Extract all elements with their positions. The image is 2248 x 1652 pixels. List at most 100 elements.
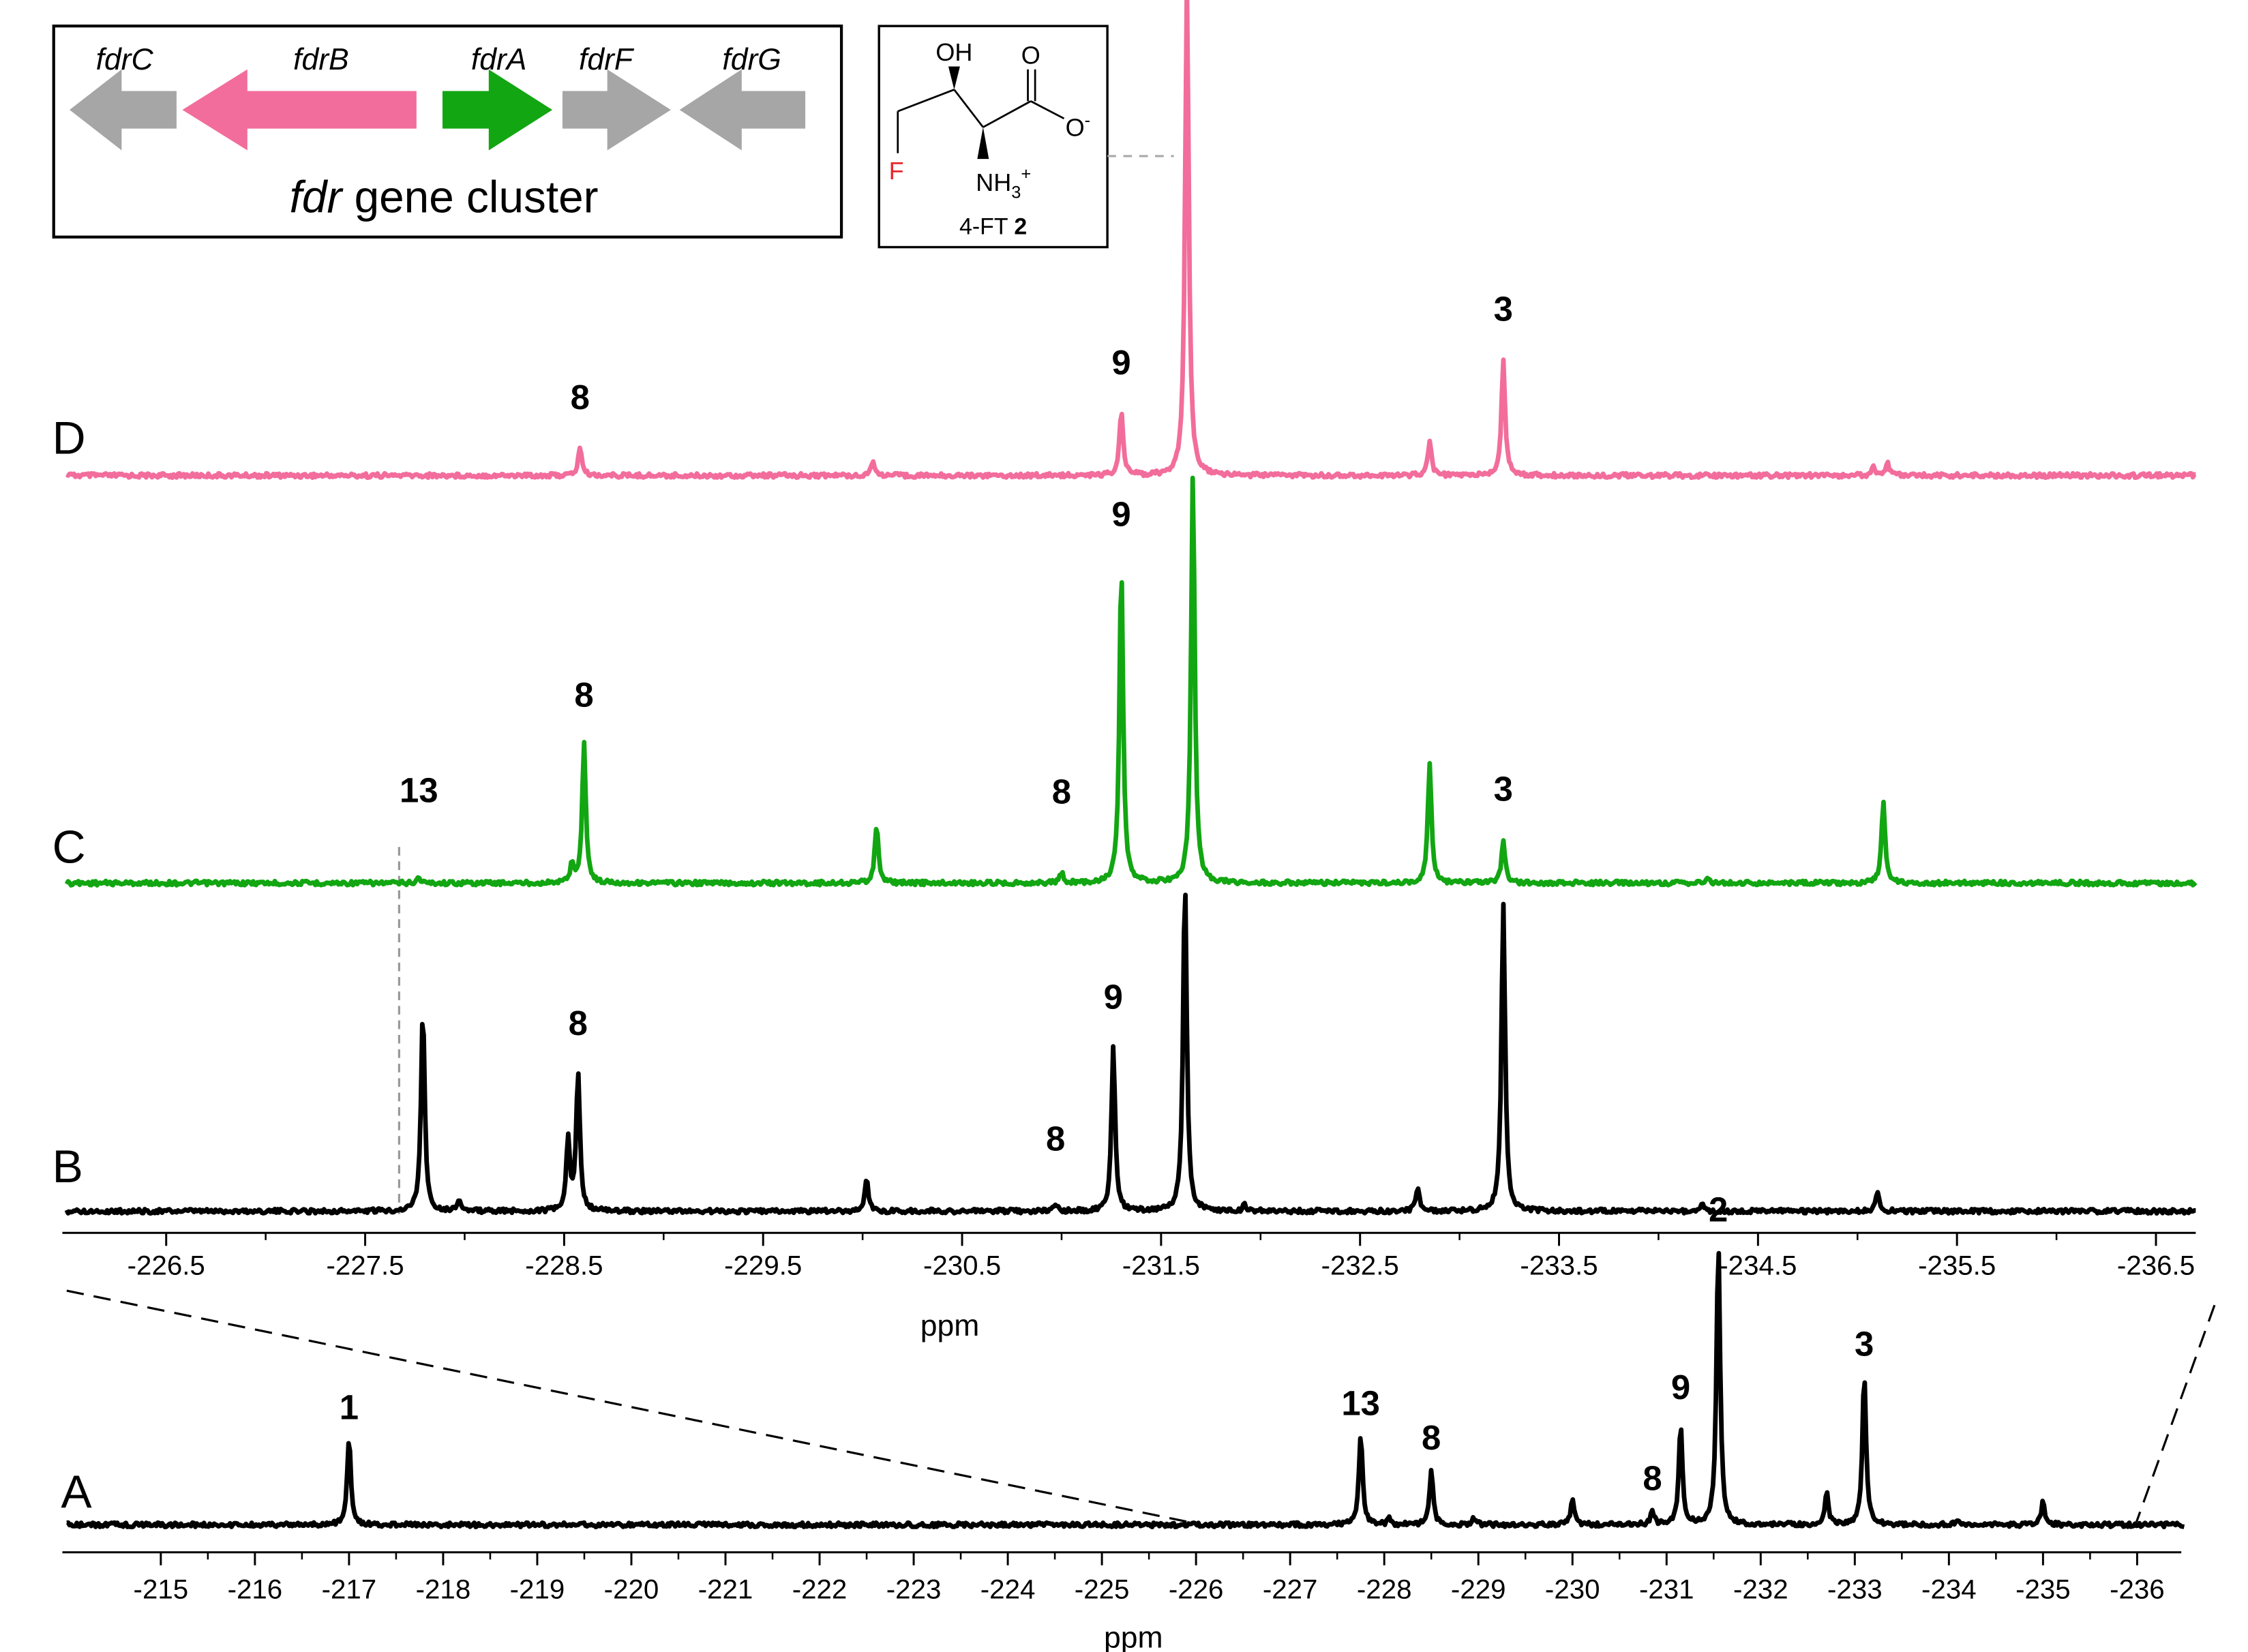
- axis-tick-label: -228: [1357, 1574, 1412, 1605]
- peak-label-A-5: 2: [1709, 1190, 1728, 1229]
- fdrC-gene-arrow: [70, 69, 177, 151]
- axis-tick-label: -232: [1733, 1574, 1788, 1605]
- peak-label-A-6: 3: [1855, 1324, 1874, 1363]
- peak-label-D-0: 8: [571, 378, 590, 417]
- axis-tick-label: -234: [1921, 1574, 1977, 1605]
- atom-ominus-charge: -: [1085, 110, 1090, 130]
- peak-label-D-1: 9: [1111, 343, 1130, 382]
- axis-tick-label: -235.5: [1918, 1250, 1996, 1281]
- gene-cluster-panel: fdrC fdrB fdrA fdrF fdrG fdr gene cluste…: [52, 25, 843, 239]
- gene-label-fdrA: fdrA: [471, 43, 527, 76]
- peak-label-C-4: 3: [1494, 769, 1513, 808]
- peak-label-C-1: 8: [574, 676, 593, 715]
- axis-tick-label: -228.5: [525, 1250, 603, 1281]
- fdrG-gene-arrow: [679, 69, 806, 151]
- peak-label-A-4: 9: [1671, 1368, 1690, 1407]
- axis-tick-label: -222: [792, 1574, 848, 1605]
- structure-caption-number: 2: [1014, 213, 1027, 239]
- fdrA-gene-arrow: [442, 69, 553, 151]
- atom-ominus: O-: [1066, 110, 1090, 141]
- peak-label-B-0: 8: [569, 1004, 588, 1042]
- atom-ominus-o: O: [1066, 113, 1085, 141]
- spectrum-trace-C: [64, 475, 2198, 888]
- peak-label-C-2: 8: [1052, 772, 1071, 811]
- peak-label-D-2: 3: [1494, 290, 1513, 329]
- axis-tick-label: -232.5: [1321, 1250, 1399, 1281]
- atom-nh3: NH3+: [976, 164, 1031, 202]
- peak-labels-layer: 8 9 3 13 8 8 9 3 8 8 9 1 13 8 8 9 2 3: [340, 290, 1874, 1498]
- axis-tick-label: -224: [980, 1574, 1036, 1605]
- axis-tick-label: -227.5: [326, 1250, 404, 1281]
- peak-label-B-2: 9: [1104, 978, 1123, 1017]
- expanded-ppm-axis: -226.5 -227.5 -228.5 -229.5 -230.5 -231.5 -232…: [62, 1231, 2196, 1281]
- axis-tick-label: -230: [1545, 1574, 1600, 1605]
- expanded-axis-label: ppm: [920, 1309, 980, 1342]
- gene-cluster-title: fdr gene cluster: [290, 172, 599, 222]
- fdrB-gene-arrow: [182, 69, 417, 151]
- peak-label-C-3: 9: [1111, 495, 1130, 534]
- spectrum-trace-B: [64, 892, 2197, 1216]
- zoom-connector-left: [66, 1289, 1189, 1523]
- axis-tick-label: -217: [322, 1574, 377, 1605]
- gene-cluster-title-italic: fdr: [290, 172, 344, 222]
- spectrum-trace-D: [65, 0, 2197, 481]
- structure-frame: [878, 25, 1109, 249]
- full-ppm-axis: -215 -216 -217 -218 -219 -220 -221 -222 -223 -224…: [62, 1551, 2182, 1605]
- axis-tick-label: -231: [1639, 1574, 1694, 1605]
- atom-nh-sub: 3: [1011, 183, 1021, 202]
- peak-label-A-2: 8: [1422, 1418, 1441, 1457]
- axis-tick-label: -225: [1075, 1574, 1130, 1605]
- full-axis-label: ppm: [1104, 1621, 1163, 1652]
- series-letter-A: A: [61, 1467, 92, 1518]
- peak-label-C-0: 13: [400, 771, 438, 810]
- bond-c1-ominus: [1030, 100, 1065, 120]
- fdrF-gene-arrow: [562, 69, 671, 151]
- axis-tick-label: -229: [1451, 1574, 1506, 1605]
- structure-caption-prefix: 4-FT: [959, 213, 1014, 239]
- series-letter-B: B: [53, 1141, 83, 1192]
- atom-o: O: [1021, 41, 1040, 69]
- gene-cluster-frame: [52, 25, 843, 239]
- structure-caption: 4-FT 2: [959, 213, 1027, 239]
- axis-tick-label: -226: [1169, 1574, 1224, 1605]
- axis-tick-label: -236: [2110, 1574, 2165, 1605]
- axis-tick-label: -215: [134, 1574, 189, 1605]
- gene-label-fdrC: fdrC: [96, 43, 154, 76]
- atom-nh: NH: [976, 168, 1011, 196]
- axis-tick-label: -235: [2015, 1574, 2071, 1605]
- bond-c2-c1: [983, 100, 1032, 128]
- structure-panel: OH O O- F NH3+ 4-FT 2: [878, 25, 1109, 249]
- peak-label-B-1: 8: [1046, 1119, 1065, 1158]
- axis-tick-label: -230.5: [923, 1250, 1001, 1281]
- axis-tick-label: -219: [510, 1574, 565, 1605]
- axis-tick-label: -233: [1827, 1574, 1883, 1605]
- zoom-connector-right: [2135, 1304, 2216, 1522]
- axis-tick-label: -226.5: [128, 1250, 205, 1281]
- atom-nh-sup: +: [1021, 164, 1031, 183]
- series-letter-C: C: [53, 822, 86, 873]
- bond-c4-c3: [897, 89, 955, 112]
- atom-oh: OH: [935, 38, 972, 66]
- spectrum-trace-A: [65, 1250, 2185, 1530]
- axis-tick-label: -221: [698, 1574, 753, 1605]
- wedge-c3-oh: [948, 66, 960, 90]
- peak-label-A-3: 8: [1643, 1459, 1662, 1498]
- spectra-layer: [64, 0, 2198, 1530]
- gene-label-fdrB: fdrB: [293, 43, 349, 76]
- atom-f: F: [889, 157, 904, 185]
- axis-tick-label: -218: [416, 1574, 471, 1605]
- axis-tick-label: -233.5: [1520, 1250, 1598, 1281]
- peak-label-A-0: 1: [340, 1388, 359, 1427]
- series-letter-D: D: [53, 413, 86, 464]
- gene-label-fdrF: fdrF: [579, 43, 635, 76]
- axis-tick-label: -231.5: [1122, 1250, 1200, 1281]
- gene-label-fdrG: fdrG: [722, 43, 781, 76]
- axis-tick-label: -216: [228, 1574, 283, 1605]
- peak-label-A-1: 13: [1341, 1383, 1380, 1422]
- axis-tick-label: -220: [604, 1574, 659, 1605]
- bond-c3-c2: [953, 89, 984, 128]
- axis-tick-label: -234.5: [1719, 1250, 1797, 1281]
- gene-cluster-title-rest: gene cluster: [342, 172, 598, 222]
- axis-tick-label: -236.5: [2117, 1250, 2195, 1281]
